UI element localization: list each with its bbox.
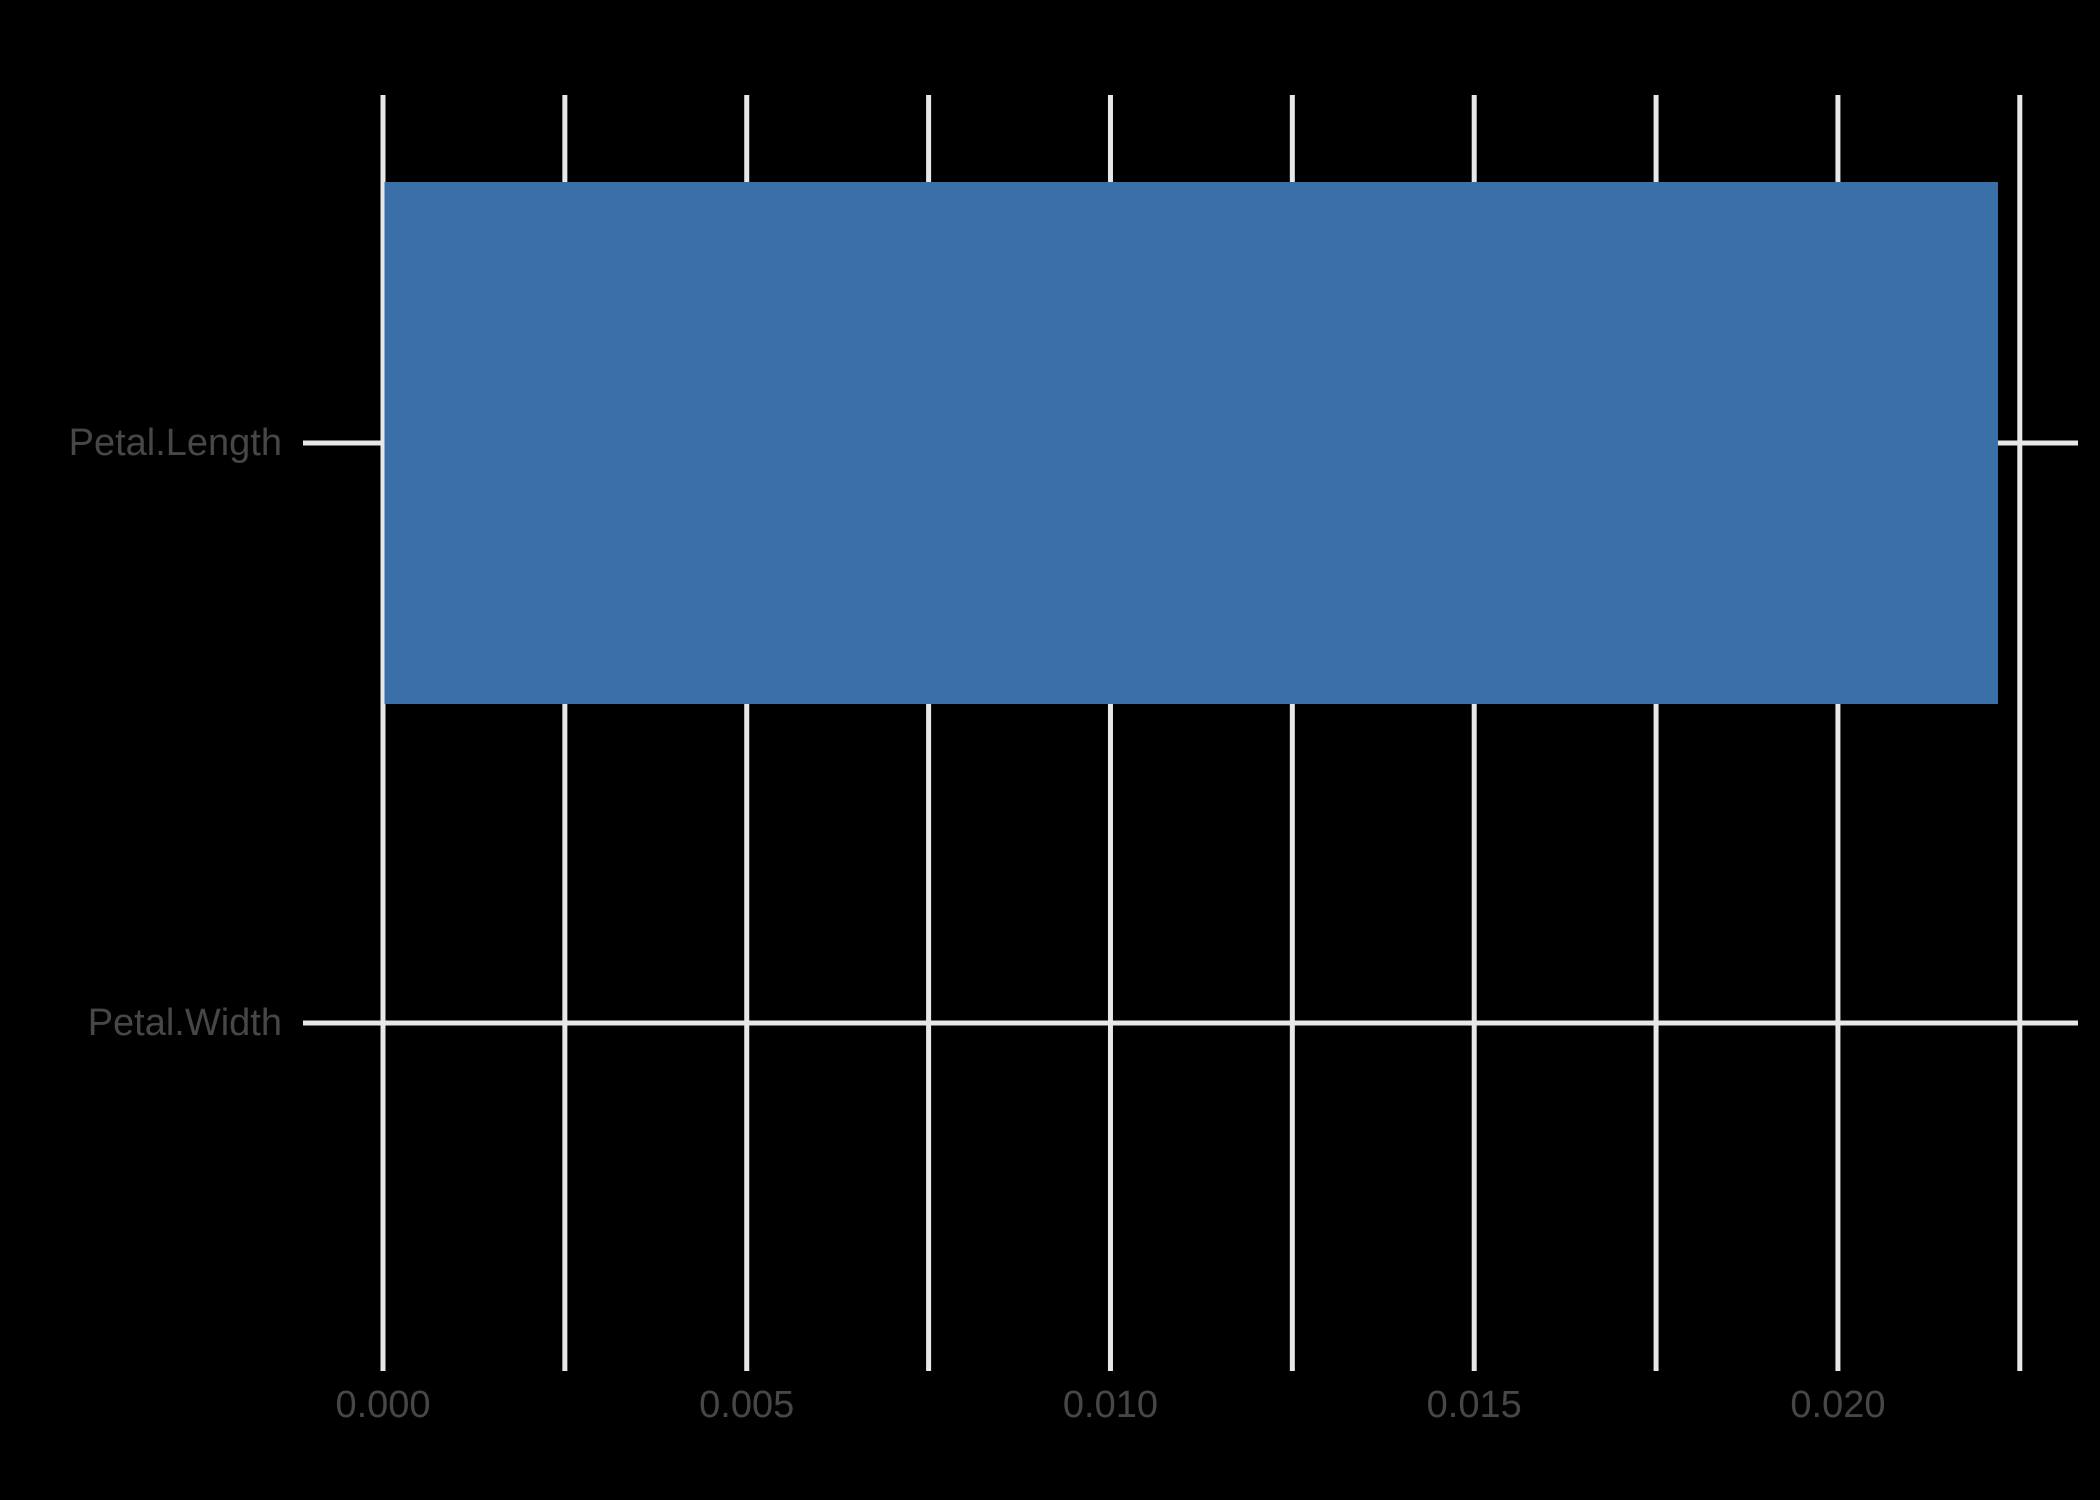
x-tick-label: 0.005 — [699, 1384, 794, 1426]
x-tick-label: 0.000 — [335, 1384, 430, 1426]
bar-petal-length — [384, 182, 1998, 704]
y-tick-label-petal-length: Petal.Length — [69, 422, 282, 464]
bars-layer — [384, 182, 1998, 704]
axis-labels-layer: Petal.Length Petal.Width 0.000 0.005 0.010 0.… — [69, 422, 1886, 1426]
y-tick-label-petal-width: Petal.Width — [88, 1002, 282, 1044]
x-tick-label: 0.015 — [1427, 1384, 1522, 1426]
x-tick-label: 0.020 — [1790, 1384, 1885, 1426]
x-tick-label: 0.010 — [1063, 1384, 1158, 1426]
